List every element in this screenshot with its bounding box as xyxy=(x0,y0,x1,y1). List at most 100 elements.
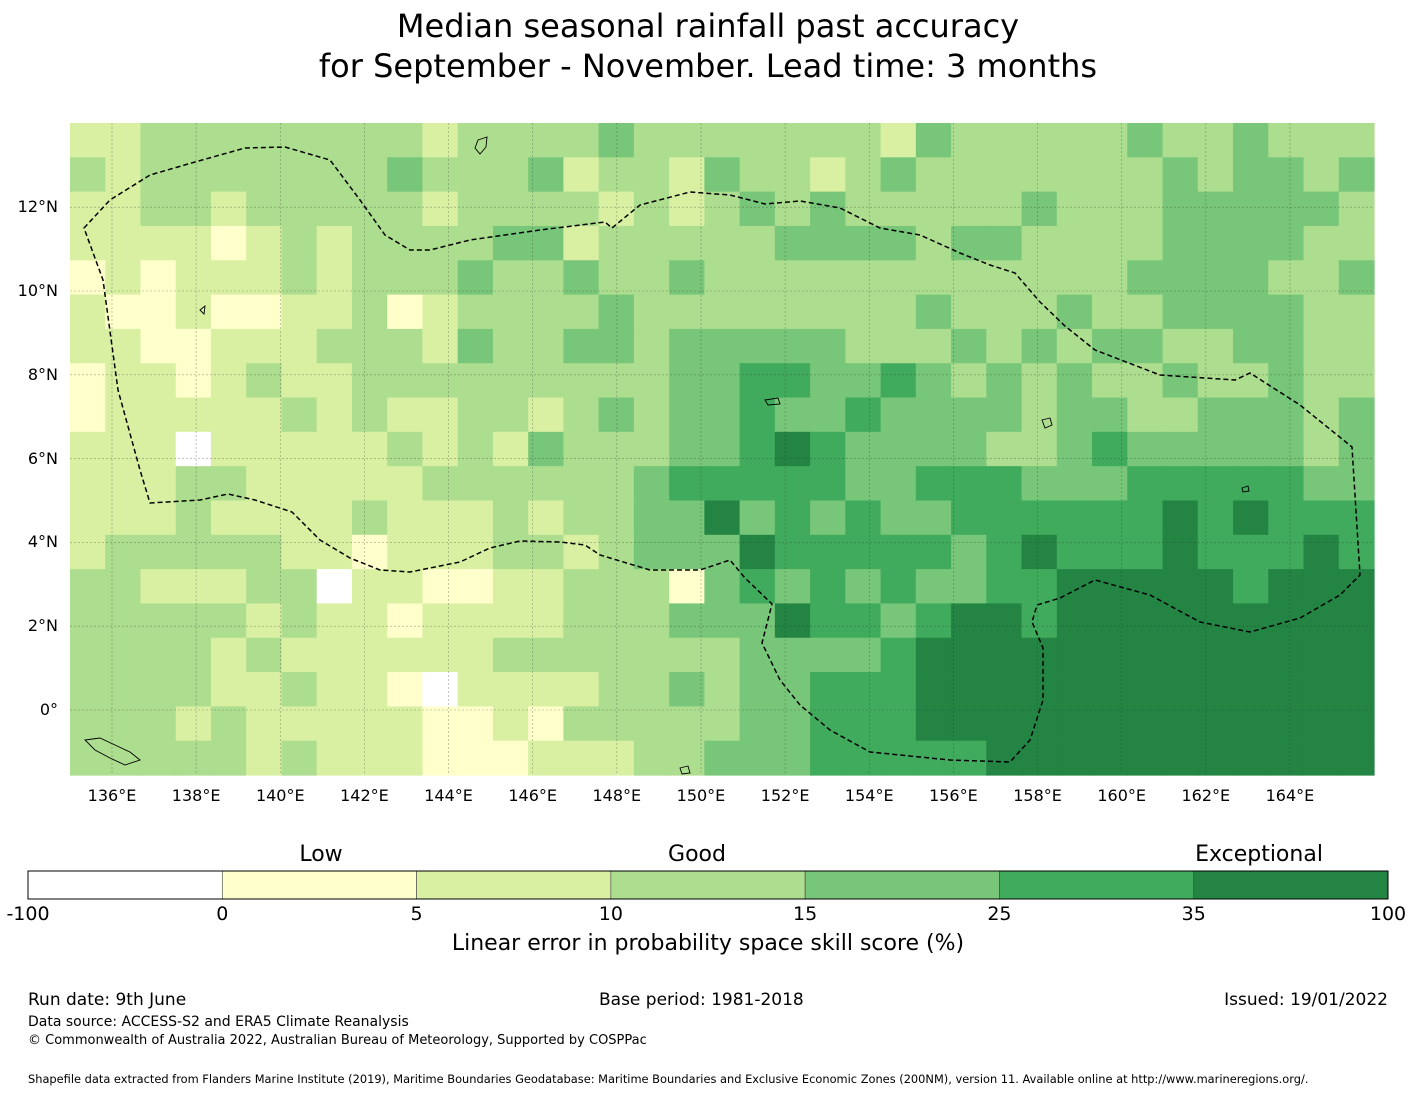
colorbar-tick-label: 5 xyxy=(410,903,423,925)
skill-cell xyxy=(1268,431,1305,467)
skill-cell xyxy=(316,431,353,467)
skill-cell xyxy=(387,569,424,605)
skill-cell xyxy=(281,328,318,364)
skill-cell xyxy=(915,294,952,330)
skill-cell xyxy=(669,603,705,639)
skill-cell xyxy=(175,123,212,158)
skill-cell xyxy=(1021,363,1058,399)
skill-cell xyxy=(1056,123,1093,158)
skill-cell xyxy=(810,294,846,330)
skill-cell xyxy=(915,466,952,502)
island-outline xyxy=(1041,417,1053,429)
skill-cell xyxy=(633,363,670,399)
category-low: Low xyxy=(299,842,343,867)
skill-cell xyxy=(457,740,494,776)
skill-cell xyxy=(1127,260,1164,296)
skill-cell xyxy=(1092,225,1128,261)
skill-cell xyxy=(1162,260,1199,296)
skill-cell xyxy=(845,397,882,433)
skill-cell xyxy=(70,637,106,673)
skill-cell xyxy=(316,157,353,193)
skill-cell xyxy=(915,191,952,227)
skill-cell xyxy=(457,431,494,467)
skill-cell xyxy=(281,637,318,673)
skill-cell xyxy=(1233,294,1269,330)
skill-cell xyxy=(739,672,776,707)
skill-cell xyxy=(633,225,670,261)
skill-cell xyxy=(986,123,1023,158)
skill-cell xyxy=(1021,603,1058,639)
skill-cell xyxy=(739,397,776,433)
skill-cell xyxy=(210,500,247,536)
colorbar-segment xyxy=(27,870,223,900)
skill-cell xyxy=(810,466,846,502)
skill-cell xyxy=(422,294,459,330)
skill-cell xyxy=(210,294,247,330)
skill-cell xyxy=(1268,294,1305,330)
skill-cell xyxy=(70,397,106,433)
skill-cell xyxy=(1303,260,1340,296)
skill-cell xyxy=(351,157,388,193)
skill-cell xyxy=(774,534,811,570)
skill-cell xyxy=(351,123,388,158)
skill-cell xyxy=(210,534,247,570)
skill-cell xyxy=(633,397,670,433)
longitude-label: 146°E xyxy=(508,786,558,805)
island-outline xyxy=(679,765,691,775)
skill-cell xyxy=(422,123,459,158)
skill-cell xyxy=(1268,569,1305,605)
skill-cell xyxy=(351,569,388,605)
skill-cell xyxy=(1303,603,1340,639)
skill-cell xyxy=(986,672,1023,707)
skill-cell xyxy=(704,603,741,639)
skill-cell xyxy=(492,706,529,742)
skill-cell xyxy=(422,534,459,570)
skill-cell xyxy=(633,672,670,707)
skill-cell xyxy=(140,123,177,158)
skill-cell xyxy=(704,500,741,536)
skill-cell xyxy=(880,569,917,605)
skill-cell xyxy=(351,672,388,707)
skill-cell xyxy=(915,603,952,639)
skill-cell xyxy=(387,466,424,502)
skill-cell xyxy=(598,191,635,227)
skill-cell xyxy=(316,637,353,673)
skill-cell xyxy=(457,123,494,158)
skill-cell xyxy=(1197,500,1234,536)
skill-cell xyxy=(1268,260,1305,296)
skill-cell xyxy=(175,740,212,776)
skill-cell xyxy=(492,740,529,776)
skill-cell xyxy=(598,123,635,158)
skill-cell xyxy=(528,191,564,227)
skill-cell xyxy=(739,157,776,193)
skill-cell xyxy=(492,672,529,707)
skill-cell xyxy=(316,123,353,158)
skill-cell xyxy=(669,294,705,330)
skill-cell xyxy=(563,569,600,605)
skill-grid-svg xyxy=(70,123,1375,776)
skill-cell xyxy=(1127,397,1164,433)
skill-cell xyxy=(316,191,353,227)
skill-cell xyxy=(528,294,564,330)
skill-cell xyxy=(704,123,741,158)
skill-cell xyxy=(70,500,106,536)
skill-cell xyxy=(387,500,424,536)
skill-cell xyxy=(457,294,494,330)
skill-cell xyxy=(669,534,705,570)
skill-cell xyxy=(1338,431,1375,467)
skill-cell xyxy=(633,157,670,193)
skill-cell xyxy=(669,157,705,193)
skill-cell xyxy=(105,431,142,467)
skill-cell xyxy=(1197,569,1234,605)
skill-cell xyxy=(1338,534,1375,570)
run-date: Run date: 9th June xyxy=(28,990,187,1010)
skill-cell xyxy=(1162,740,1199,776)
skill-cell xyxy=(351,191,388,227)
skill-cell xyxy=(1197,534,1234,570)
skill-cell xyxy=(1233,500,1269,536)
skill-cell xyxy=(598,740,635,776)
skill-cell xyxy=(880,603,917,639)
skill-cell xyxy=(1092,706,1128,742)
skill-cell xyxy=(1021,328,1058,364)
skill-cell xyxy=(915,328,952,364)
